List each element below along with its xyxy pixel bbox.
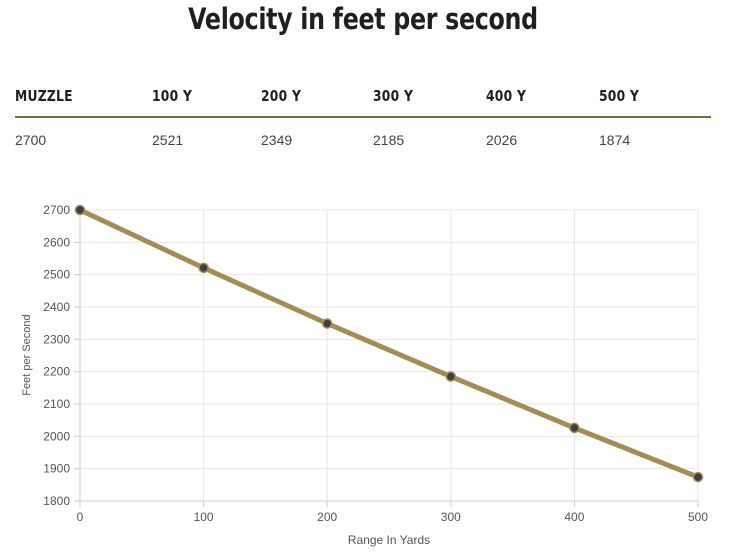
chart-series xyxy=(74,204,704,483)
data-point-100 xyxy=(198,262,209,274)
velocity-table-header-row: MUZZLE 100 Y 200 Y 300 Y 400 Y 500 Y xyxy=(15,82,711,118)
y-axis-label: Feet per Second xyxy=(21,314,33,395)
header-200y: 200 Y xyxy=(261,87,302,105)
chart-tick-labels: 1800190020002100220023002400250026002700… xyxy=(43,203,708,524)
y-tick-label-1900: 1900 xyxy=(43,462,70,476)
header-400y: 400 Y xyxy=(486,87,527,105)
y-tick-label-1800: 1800 xyxy=(43,494,70,508)
y-tick-label-2300: 2300 xyxy=(43,332,70,346)
header-300y: 300 Y xyxy=(373,87,414,105)
y-tick-label-2200: 2200 xyxy=(43,365,70,379)
velocity-table-value-row: 2700 2521 2349 2185 2026 1874 xyxy=(15,118,711,148)
x-tick-label-100: 100 xyxy=(194,510,214,524)
y-tick-label-2700: 2700 xyxy=(43,203,70,217)
value-300y: 2185 xyxy=(373,132,405,148)
velocity-line-chart: 1800190020002100220023002400250026002700… xyxy=(21,203,708,547)
x-tick-label-400: 400 xyxy=(564,510,584,524)
header-500y: 500 Y xyxy=(599,87,640,105)
x-tick-label-200: 200 xyxy=(317,510,337,524)
x-tick-label-0: 0 xyxy=(77,510,84,524)
x-tick-label-300: 300 xyxy=(441,510,461,524)
y-tick-label-2100: 2100 xyxy=(43,397,70,411)
data-point-300 xyxy=(445,371,457,382)
page-title: Velocity in feet per second xyxy=(188,2,538,36)
data-point-200 xyxy=(321,318,333,329)
y-tick-label-2400: 2400 xyxy=(43,300,70,314)
chart-axes xyxy=(74,209,699,507)
y-tick-label-2500: 2500 xyxy=(43,268,70,282)
data-point-400 xyxy=(569,422,580,434)
value-400y: 2026 xyxy=(486,132,518,148)
y-tick-label-2600: 2600 xyxy=(43,235,70,249)
value-100y: 2521 xyxy=(152,132,184,148)
value-200y: 2349 xyxy=(261,132,293,148)
data-point-0 xyxy=(74,204,86,216)
data-point-500 xyxy=(692,471,704,483)
value-muzzle: 2700 xyxy=(15,132,47,148)
velocity-table: MUZZLE 100 Y 200 Y 300 Y 400 Y 500 Y 270… xyxy=(15,82,711,148)
series-line-0 xyxy=(77,207,701,480)
header-100y: 100 Y xyxy=(152,87,193,105)
y-tick-label-2000: 2000 xyxy=(43,429,70,443)
x-axis-label: Range In Yards xyxy=(348,533,430,547)
value-500y: 1874 xyxy=(599,132,631,148)
header-muzzle: MUZZLE xyxy=(15,87,73,105)
x-tick-label-500: 500 xyxy=(688,510,708,524)
